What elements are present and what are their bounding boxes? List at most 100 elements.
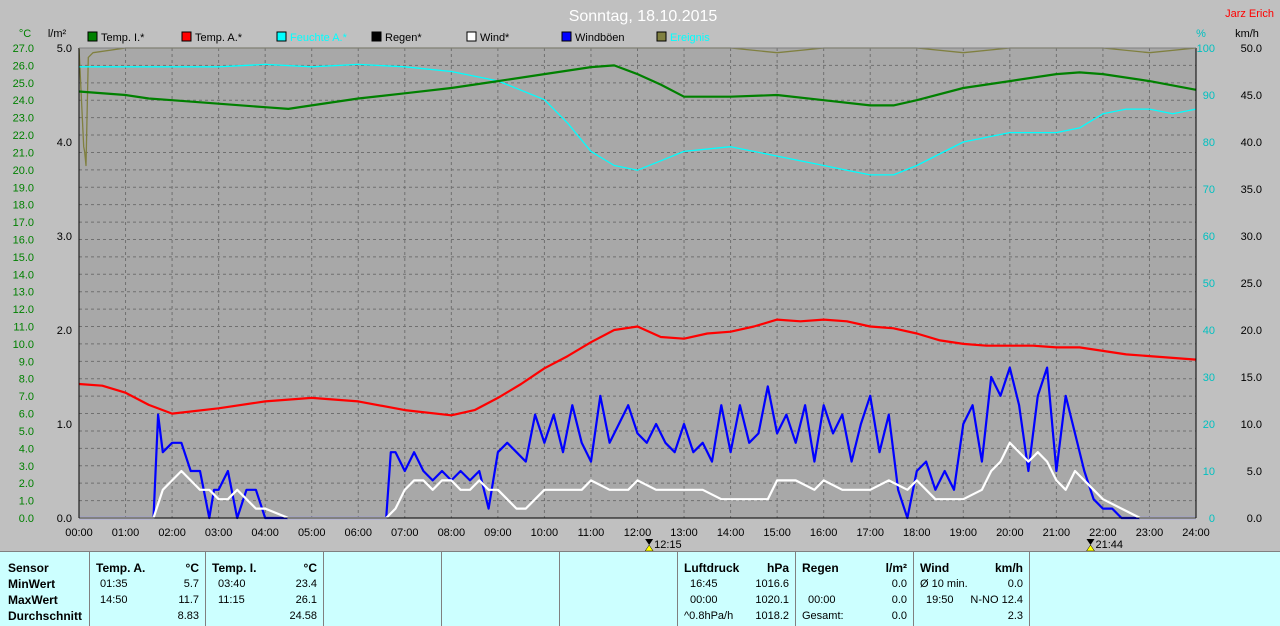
luftdruck-min-time: 16:45 [690, 578, 718, 590]
humidity-tick-label: 90 [1203, 90, 1215, 102]
temp-a-average: 8.83 [177, 610, 199, 622]
legend-swatch [561, 31, 572, 42]
temp-tick-label: 13.0 [13, 287, 34, 299]
wind-tick-label: 45.0 [1241, 90, 1262, 102]
x-tick-label: 18:00 [903, 527, 931, 539]
x-tick-label: 00:00 [65, 527, 93, 539]
temp-tick-label: 0.0 [19, 513, 34, 525]
luftdruck-header: Luftdruck [684, 561, 740, 575]
regen-row2-time: 00:00 [808, 594, 836, 606]
marker-label: 21:44 [1096, 539, 1124, 551]
legend-label: Temp. A.* [195, 32, 243, 44]
legend-swatch [371, 31, 382, 42]
x-tick-label: 16:00 [810, 527, 838, 539]
luftdruck-max-time: 00:00 [690, 594, 718, 606]
marker-icon [1086, 544, 1095, 551]
temp-a-min-value: 5.7 [183, 578, 199, 590]
sensor-column: Sensor MinWert MaxWert Durchschnitt [0, 552, 90, 626]
chart-title: Sonntag, 18.10.2015 [569, 8, 718, 25]
temp-tick-label: 23.0 [13, 113, 34, 125]
temp-a-max-time: 14:50 [100, 594, 128, 606]
series-line-feuchte-a [79, 63, 1197, 176]
series-line-temp-a [78, 318, 1197, 417]
temp-tick-label: 5.0 [19, 426, 34, 438]
x-tick-label: 01:00 [112, 527, 140, 539]
legend-label: Regen* [385, 32, 422, 44]
temp-tick-label: 27.0 [13, 43, 34, 55]
empty-column-3 [560, 552, 678, 626]
x-tick-label: 21:00 [1043, 527, 1071, 539]
legend: Temp. I.* Temp. A.* Feuchte A.* Regen* Wind*… [87, 31, 710, 44]
wind-tick-label: 0.0 [1247, 513, 1262, 525]
wind-header: Wind [920, 561, 950, 575]
humidity-tick-label: 30 [1203, 372, 1215, 384]
humidity-tick-label: 40 [1203, 325, 1215, 337]
temp-i-header: Temp. I. [212, 561, 257, 575]
wind-tick-label: 35.0 [1241, 184, 1262, 196]
temp-tick-label: 4.0 [19, 443, 34, 455]
temp-tick-label: 17.0 [13, 217, 34, 229]
temp-i-max-time: 11:15 [218, 594, 245, 606]
temp-i-min-time: 03:40 [218, 578, 246, 590]
x-tick-label: 11:00 [578, 527, 605, 539]
legend-swatch [87, 31, 98, 42]
wind-tick-label: 5.0 [1247, 466, 1262, 478]
x-tick-label: 06:00 [344, 527, 372, 539]
temp-tick-label: 21.0 [13, 147, 34, 159]
regen-row1-value: 0.0 [891, 578, 907, 590]
temp-i-unit: °C [303, 561, 317, 575]
min-row-label: MinWert [8, 577, 56, 591]
temp-tick-label: 25.0 [13, 78, 34, 90]
wind-tick-label: 10.0 [1241, 419, 1262, 431]
marker-icon [1086, 539, 1095, 545]
humidity-tick-label: 0 [1209, 513, 1215, 525]
legend-swatch [181, 31, 192, 42]
x-tick-label: 20:00 [996, 527, 1024, 539]
regen-column: Regen l/m² 0.0 00:00 0.0 Gesamt: 0.0 [796, 552, 914, 626]
rain-tick-label: 4.0 [57, 137, 72, 149]
luftdruck-column: Luftdruck hPa 16:45 1016.6 00:00 1020.1 … [678, 552, 796, 626]
temp-i-average: 24.58 [289, 610, 317, 622]
legend-swatch [656, 31, 667, 42]
temp-tick-label: 26.0 [13, 60, 34, 72]
humidity-tick-label: 60 [1203, 231, 1215, 243]
luftdruck-trend-label: ^0.8hPa/h [684, 610, 734, 622]
temp-tick-label: 10.0 [13, 339, 34, 351]
grid [79, 48, 1196, 518]
regen-unit: l/m² [885, 561, 907, 575]
x-tick-label: 02:00 [158, 527, 186, 539]
marker-label: 12:15 [654, 539, 682, 551]
marker-icon [644, 544, 654, 551]
temp-tick-label: 3.0 [19, 461, 34, 473]
regen-header: Regen [802, 561, 839, 575]
temp-i-min-value: 23.4 [295, 578, 317, 590]
temp-tick-label: 7.0 [19, 391, 34, 403]
humidity-tick-label: 100 [1197, 43, 1215, 55]
wind-tick-label: 25.0 [1241, 278, 1262, 290]
temp-tick-label: 12.0 [13, 304, 34, 316]
temp-tick-label: 24.0 [13, 95, 34, 107]
luftdruck-max-value: 1020.1 [755, 594, 789, 606]
temp-a-unit: °C [185, 561, 199, 575]
temp-tick-label: 19.0 [13, 182, 34, 194]
temp-tick-label: 11.0 [13, 322, 34, 334]
rain-tick-label: 2.0 [57, 325, 72, 337]
humidity-axis-unit: % [1196, 28, 1206, 40]
humidity-tick-label: 20 [1203, 419, 1215, 431]
humidity-tick-label: 50 [1203, 278, 1215, 290]
luftdruck-trend-value: 1018.2 [755, 610, 789, 622]
axes: 00:00 01:00 02:00 03:00 04:00 05:00 06:00 07:00… [13, 43, 1262, 551]
author-label: Jarz Erich [1225, 8, 1274, 20]
temp-tick-label: 22.0 [13, 130, 34, 142]
wind-axis-unit: km/h [1235, 28, 1259, 40]
x-tick-label: 22:00 [1089, 527, 1117, 539]
series-line-temp-i [78, 64, 1197, 111]
legend-swatch [276, 31, 287, 42]
rain-tick-label: 1.0 [57, 419, 72, 431]
legend-label: Ereignis [670, 32, 710, 44]
temp-i-max-value: 26.1 [295, 594, 317, 606]
legend-label: Feuchte A.* [290, 32, 348, 44]
temp-tick-label: 9.0 [19, 356, 34, 368]
temp-tick-label: 14.0 [13, 269, 34, 281]
x-tick-label: 10:00 [531, 527, 559, 539]
